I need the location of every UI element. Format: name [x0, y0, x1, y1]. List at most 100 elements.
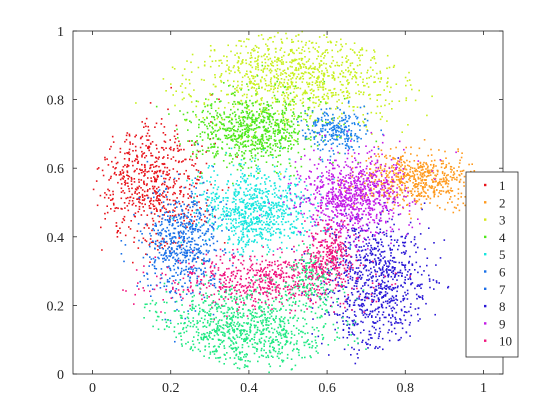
- data-point: [375, 140, 378, 143]
- data-point: [109, 177, 112, 180]
- data-point: [237, 91, 239, 93]
- data-point: [235, 89, 238, 92]
- data-point: [267, 65, 270, 67]
- data-point: [345, 137, 348, 140]
- data-point: [153, 267, 156, 270]
- data-point: [261, 145, 263, 147]
- data-point: [97, 167, 100, 169]
- data-point: [181, 83, 183, 85]
- data-point: [120, 187, 123, 190]
- data-point: [339, 263, 342, 266]
- data-point: [418, 147, 421, 150]
- data-point: [235, 183, 238, 185]
- data-point: [269, 228, 271, 231]
- data-point: [317, 119, 320, 121]
- data-point: [273, 35, 276, 38]
- data-point: [236, 156, 238, 158]
- data-point: [244, 150, 247, 152]
- data-point: [200, 273, 203, 275]
- data-point: [226, 228, 228, 230]
- data-point: [179, 273, 182, 275]
- data-point: [298, 78, 301, 80]
- data-point: [402, 244, 405, 247]
- data-point: [112, 197, 114, 200]
- data-point: [389, 155, 391, 157]
- data-point: [408, 71, 410, 74]
- data-point: [187, 197, 190, 199]
- data-point: [241, 172, 244, 175]
- data-point: [323, 93, 325, 96]
- data-point: [207, 133, 209, 136]
- data-point: [262, 237, 264, 239]
- data-point: [208, 259, 211, 262]
- data-point: [291, 66, 293, 68]
- data-point: [154, 190, 156, 193]
- data-point: [174, 291, 176, 294]
- data-point: [198, 126, 200, 129]
- data-point: [117, 207, 119, 210]
- data-point: [290, 147, 293, 149]
- data-point: [396, 290, 398, 293]
- data-point: [269, 120, 271, 123]
- data-point: [348, 333, 350, 336]
- data-point: [170, 86, 172, 89]
- data-point: [321, 53, 324, 55]
- data-point: [188, 178, 191, 180]
- data-point: [297, 218, 299, 220]
- data-point: [193, 249, 195, 251]
- data-point: [286, 124, 289, 126]
- data-point: [253, 148, 255, 150]
- data-point: [264, 65, 266, 67]
- data-point: [247, 129, 249, 131]
- data-point: [348, 146, 350, 148]
- data-point: [274, 112, 277, 115]
- data-point: [127, 185, 129, 187]
- data-point: [159, 243, 162, 245]
- data-point: [257, 165, 259, 168]
- data-point: [245, 107, 248, 109]
- data-point: [306, 81, 308, 84]
- data-point: [243, 191, 245, 194]
- data-point: [402, 198, 404, 201]
- data-point: [245, 188, 247, 190]
- data-point: [313, 123, 315, 125]
- data-point: [397, 163, 400, 165]
- data-point: [178, 202, 181, 205]
- data-point: [246, 116, 249, 119]
- data-point: [365, 297, 368, 299]
- data-point: [441, 180, 443, 183]
- data-point: [300, 119, 303, 122]
- data-point: [109, 148, 111, 150]
- data-point: [176, 245, 179, 248]
- data-point: [266, 223, 268, 226]
- data-point: [433, 194, 436, 196]
- data-point: [134, 135, 136, 138]
- data-point: [239, 134, 242, 137]
- data-point: [344, 114, 347, 117]
- data-point: [429, 202, 431, 204]
- data-point: [134, 158, 137, 160]
- data-point: [445, 165, 447, 168]
- data-point: [188, 79, 191, 81]
- data-point: [200, 214, 202, 217]
- data-point: [174, 104, 176, 107]
- data-point: [161, 247, 164, 249]
- data-point: [183, 231, 185, 234]
- data-point: [374, 288, 376, 291]
- data-point: [415, 183, 417, 185]
- data-point: [189, 195, 191, 197]
- data-point: [310, 136, 312, 138]
- data-point: [419, 177, 422, 180]
- data-point: [369, 310, 372, 313]
- data-point: [415, 201, 418, 204]
- data-point: [187, 140, 189, 142]
- data-point: [277, 57, 279, 59]
- data-point: [235, 143, 238, 146]
- data-point: [156, 208, 158, 211]
- data-point: [232, 85, 234, 88]
- data-point: [370, 111, 373, 114]
- data-point: [432, 279, 435, 281]
- data-point: [176, 197, 178, 199]
- data-point: [322, 83, 324, 86]
- data-point: [426, 167, 429, 169]
